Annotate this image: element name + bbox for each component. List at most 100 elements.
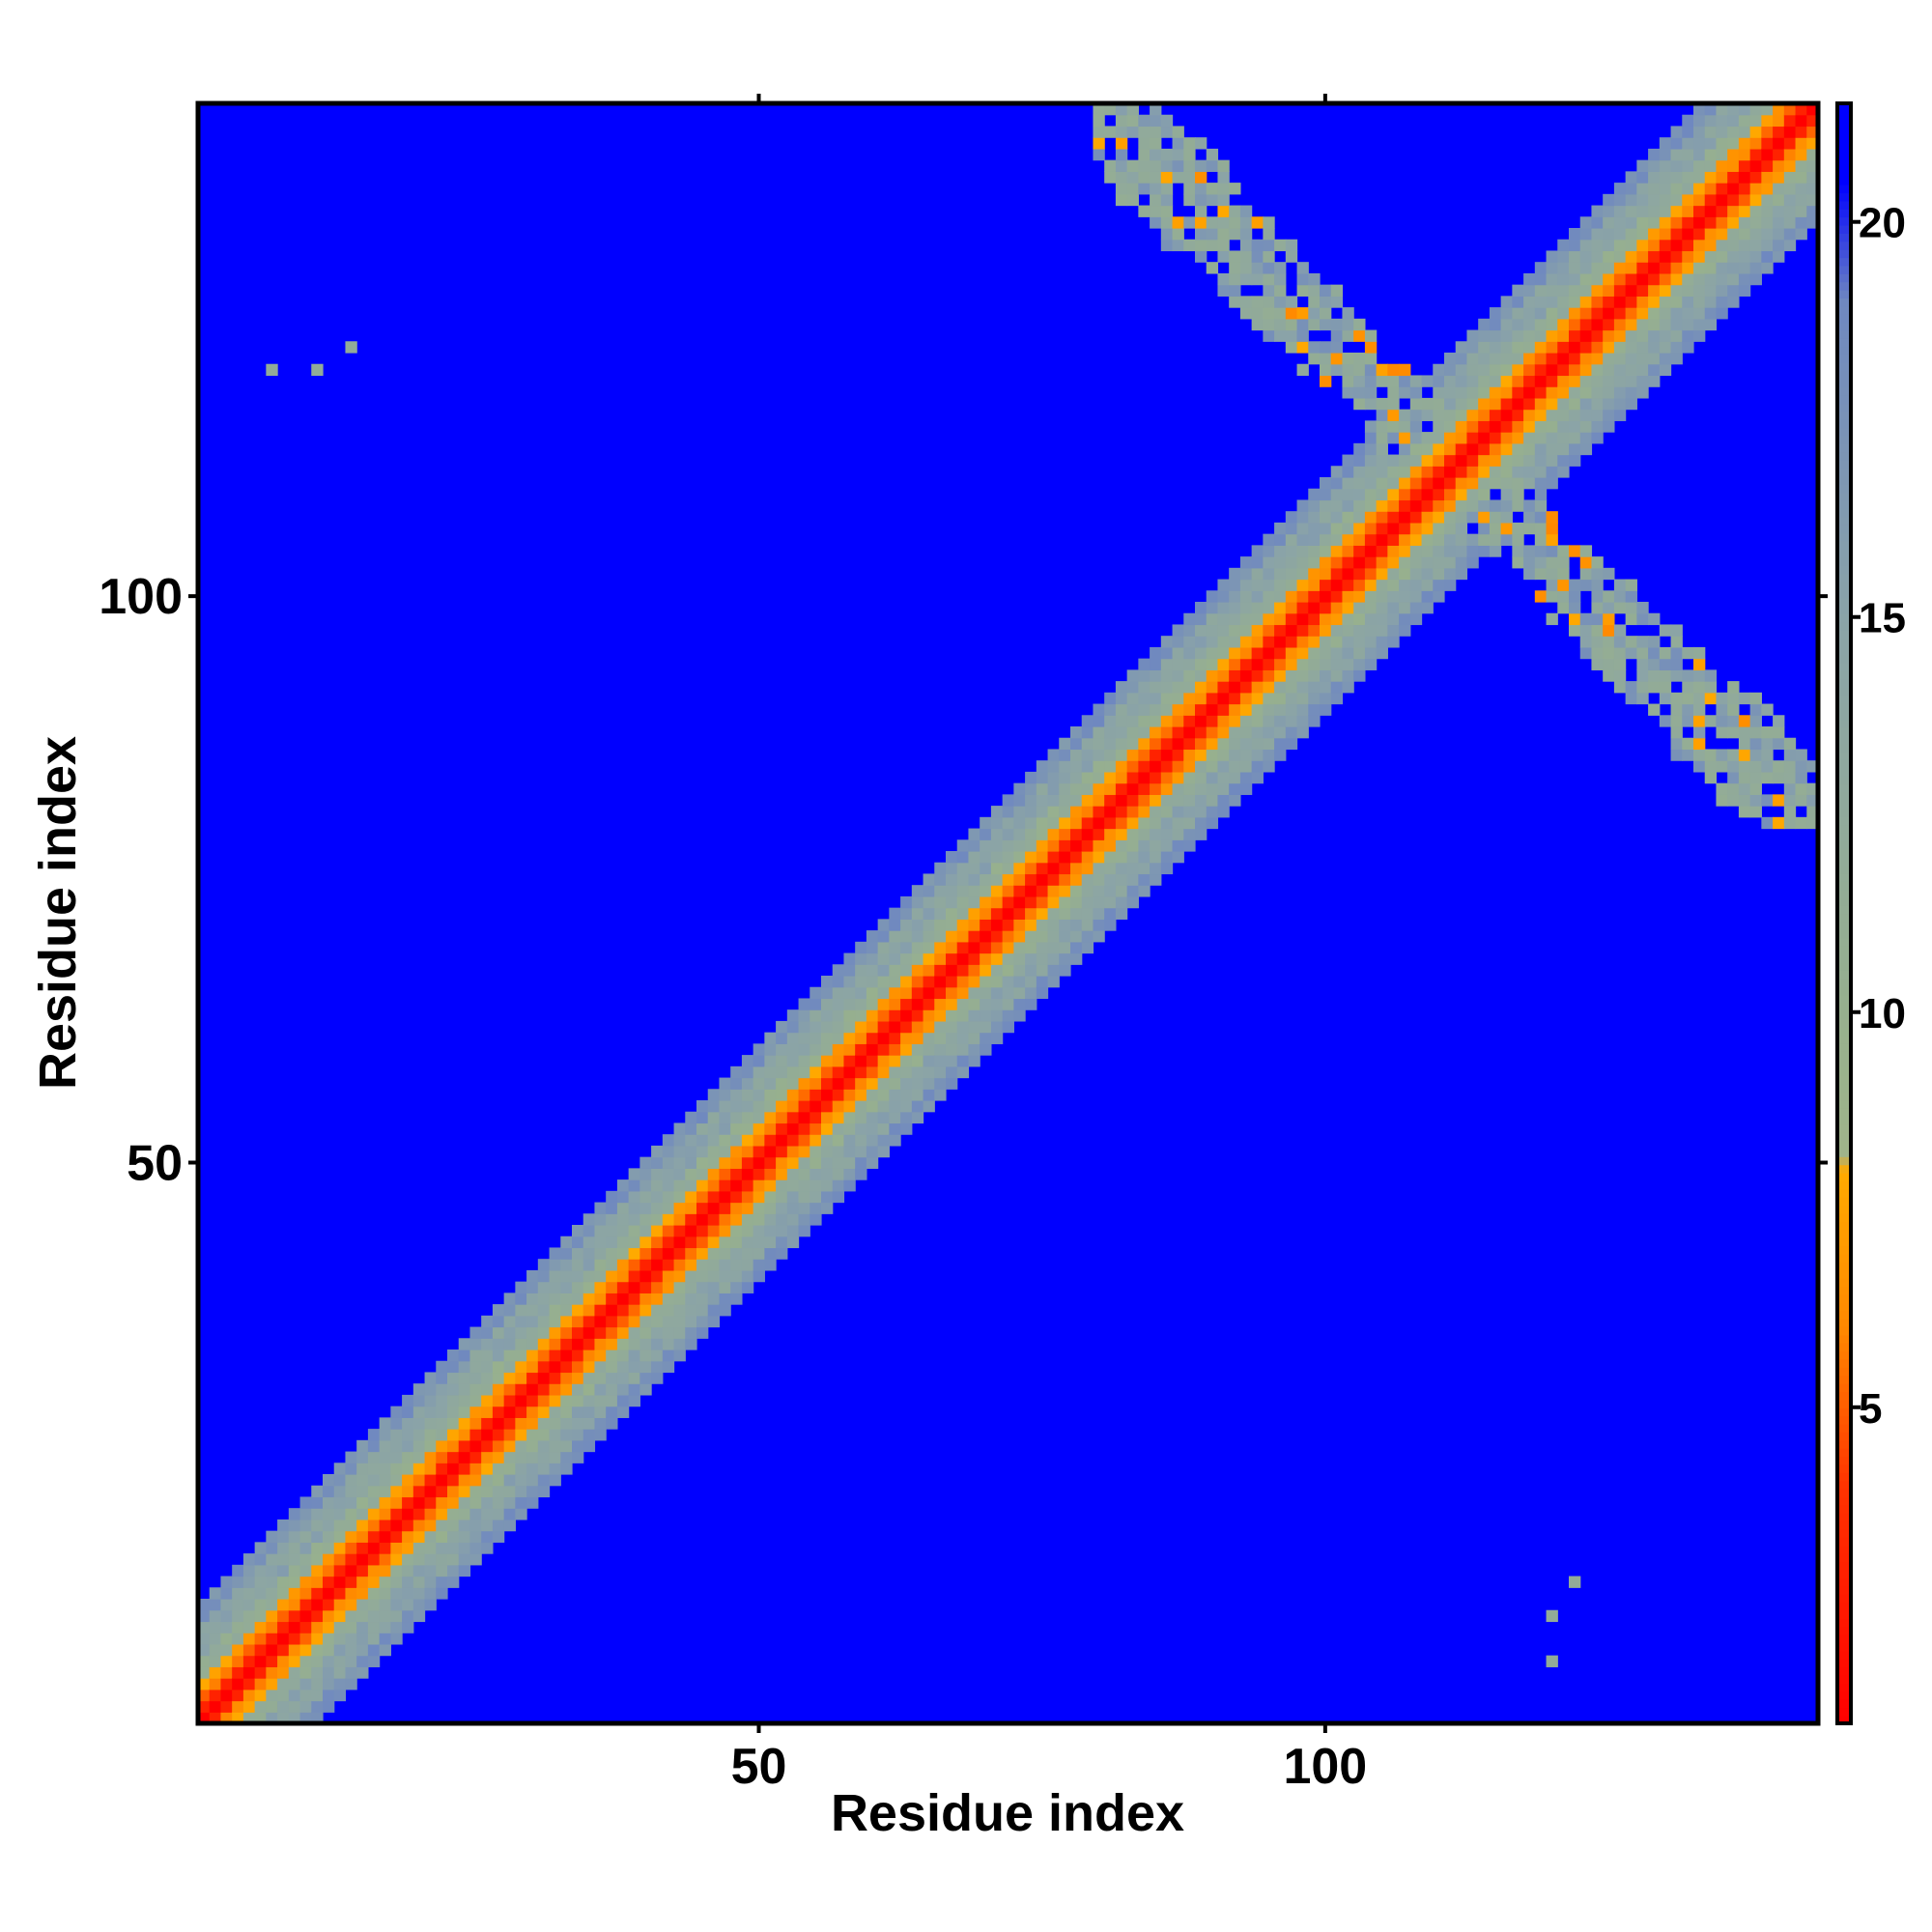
- heatmap-cell: [1704, 137, 1718, 150]
- heatmap-cell: [1093, 862, 1105, 875]
- heatmap-cell: [651, 1293, 664, 1305]
- heatmap-cell: [469, 1372, 482, 1384]
- heatmap-cell: [934, 986, 947, 1000]
- heatmap-cell: [1274, 726, 1287, 739]
- colorbar-step: [1837, 848, 1851, 858]
- heatmap-cell: [1727, 703, 1740, 716]
- heatmap-cell: [1183, 137, 1196, 150]
- heatmap-cell: [1670, 126, 1683, 138]
- heatmap-cell: [1104, 749, 1117, 761]
- heatmap-cell: [1263, 296, 1275, 308]
- heatmap-cell: [1523, 386, 1536, 399]
- heatmap-cell: [1500, 353, 1513, 365]
- heatmap-cell: [889, 1100, 901, 1113]
- heatmap-cell: [1353, 658, 1366, 670]
- heatmap-cell: [1738, 103, 1751, 116]
- heatmap-cell: [776, 1202, 788, 1214]
- heatmap-cell: [390, 1429, 403, 1441]
- heatmap-cell: [198, 1609, 211, 1623]
- heatmap-cell: [560, 1406, 573, 1418]
- heatmap-cell: [1399, 545, 1411, 557]
- heatmap-cell: [1274, 284, 1287, 297]
- heatmap-cell: [911, 919, 924, 931]
- heatmap-cell: [402, 1542, 414, 1554]
- heatmap-cell: [198, 1599, 211, 1611]
- heatmap-cell: [821, 1190, 834, 1204]
- heatmap-cell: [1353, 499, 1366, 512]
- heatmap-cell: [1115, 703, 1128, 716]
- heatmap-cell: [1081, 907, 1094, 920]
- heatmap-cell: [1682, 715, 1694, 727]
- heatmap-cell: [1183, 715, 1196, 727]
- heatmap-cell: [1195, 250, 1208, 263]
- heatmap-cell: [719, 1225, 731, 1237]
- colorbar-step: [1837, 1334, 1851, 1344]
- heatmap-cell: [1239, 681, 1253, 694]
- heatmap-cell: [990, 828, 1004, 840]
- heatmap-cell: [594, 1326, 607, 1339]
- heatmap-cell: [1682, 296, 1694, 308]
- heatmap-cell: [798, 1055, 810, 1067]
- heatmap-cell: [402, 1564, 414, 1577]
- heatmap-cell: [367, 1485, 381, 1498]
- heatmap-cell: [696, 1293, 709, 1305]
- heatmap-cell: [333, 1599, 347, 1611]
- heatmap-cell: [1603, 363, 1615, 377]
- heatmap-cell: [424, 1564, 437, 1577]
- heatmap-cell: [412, 1542, 426, 1554]
- heatmap-cell: [1603, 375, 1615, 387]
- heatmap-cell: [345, 1576, 357, 1588]
- heatmap-cell: [1716, 782, 1728, 795]
- heatmap-cell: [1296, 272, 1309, 286]
- heatmap-cell: [1263, 715, 1275, 727]
- heatmap-cell: [1783, 148, 1797, 161]
- heatmap-cell: [549, 1406, 561, 1418]
- heatmap-cell: [1183, 828, 1196, 840]
- heatmap-cell: [1353, 375, 1366, 387]
- heatmap-cell: [492, 1463, 505, 1475]
- heatmap-cell: [390, 1485, 403, 1498]
- heatmap-cell: [1670, 159, 1683, 172]
- colorbar-step: [1837, 1602, 1851, 1611]
- heatmap-cell: [1433, 567, 1445, 581]
- heatmap-cell: [1285, 579, 1298, 591]
- colorbar-step: [1837, 128, 1851, 137]
- heatmap-cell: [741, 1236, 754, 1249]
- heatmap-cell: [1500, 318, 1513, 331]
- heatmap-cell: [1047, 782, 1060, 795]
- heatmap-cell: [956, 1009, 970, 1022]
- heatmap-cell: [1433, 522, 1445, 535]
- heatmap-cell: [1716, 703, 1728, 716]
- heatmap-cell: [288, 1519, 301, 1532]
- heatmap-cell: [1546, 397, 1558, 411]
- heatmap-cell: [1263, 329, 1275, 342]
- heatmap-cell: [1150, 681, 1162, 694]
- heatmap-cell: [1070, 895, 1083, 909]
- heatmap-cell: [877, 1055, 890, 1067]
- colorbar-step: [1837, 824, 1851, 834]
- heatmap-cell: [345, 1485, 357, 1498]
- colorbar-step: [1837, 135, 1851, 145]
- heatmap-cell: [1160, 839, 1174, 852]
- heatmap-cell: [1512, 477, 1524, 490]
- heatmap-cell: [606, 1338, 618, 1350]
- heatmap-cell: [1399, 454, 1411, 467]
- heatmap-cell: [1308, 658, 1321, 670]
- heatmap-cell: [606, 1350, 618, 1362]
- colorbar-step: [1837, 168, 1851, 178]
- heatmap-cell: [1115, 126, 1128, 138]
- heatmap-cell: [1489, 420, 1502, 433]
- heatmap-cell: [1579, 624, 1593, 637]
- heatmap-cell: [1296, 318, 1309, 331]
- heatmap-cell: [1613, 216, 1627, 229]
- heatmap-cell: [515, 1315, 527, 1328]
- heatmap-cell: [1285, 250, 1298, 263]
- heatmap-cell: [639, 1281, 652, 1293]
- heatmap-cell: [1659, 137, 1672, 150]
- heatmap-cell: [1320, 353, 1332, 365]
- colorbar-step: [1837, 1674, 1851, 1684]
- heatmap-cell: [606, 1360, 618, 1374]
- heatmap-cell: [1160, 851, 1174, 864]
- heatmap-cell: [911, 1100, 924, 1113]
- heatmap-cell: [810, 1156, 822, 1169]
